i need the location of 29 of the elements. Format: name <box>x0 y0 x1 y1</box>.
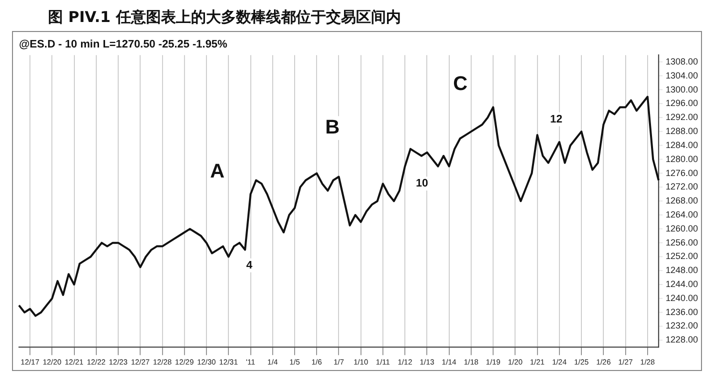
y-tick-label: 1248.00 <box>666 265 698 276</box>
y-tick-label: 1232.00 <box>666 320 698 331</box>
y-tick-label: 1252.00 <box>666 251 698 262</box>
y-tick-label: 1276.00 <box>666 168 698 178</box>
y-tick-label: 1296.00 <box>666 98 698 108</box>
y-tick-label: 1260.00 <box>666 223 698 234</box>
chart-title: 图 PIV.1 任意图表上的大多数棒线都位于交易区间内 <box>47 8 402 28</box>
y-tick-label: 1280.00 <box>666 154 698 164</box>
y-tick-label: 1288.00 <box>666 126 698 136</box>
y-tick-label: 1228.00 <box>666 334 698 345</box>
annotation: 10 <box>416 178 428 190</box>
y-tick-label: 1304.00 <box>666 70 698 80</box>
y-tick-label: 1292.00 <box>666 112 698 122</box>
y-tick-label: 1244.00 <box>666 279 698 290</box>
y-tick-label: 1300.00 <box>666 84 698 94</box>
y-tick-label: 1268.00 <box>666 196 698 206</box>
y-tick-label: 1240.00 <box>666 292 698 303</box>
y-tick-label: 1256.00 <box>666 237 698 248</box>
chart-subtitle: @ES.D - 10 min L=1270.50 -25.25 -1.95% <box>18 38 228 51</box>
annotation: 4 <box>246 259 254 272</box>
y-tick-label: 1236.00 <box>666 306 698 317</box>
annotation: 12 <box>550 113 562 126</box>
y-tick-label: 1284.00 <box>666 140 698 150</box>
y-tick-label: 1264.00 <box>666 209 698 220</box>
y-tick-label: 1272.00 <box>666 182 698 192</box>
y-tick-label: 1308.00 <box>666 56 698 66</box>
annotation: A <box>210 160 224 182</box>
annotation: C <box>453 72 468 95</box>
annotation: B <box>325 116 340 139</box>
